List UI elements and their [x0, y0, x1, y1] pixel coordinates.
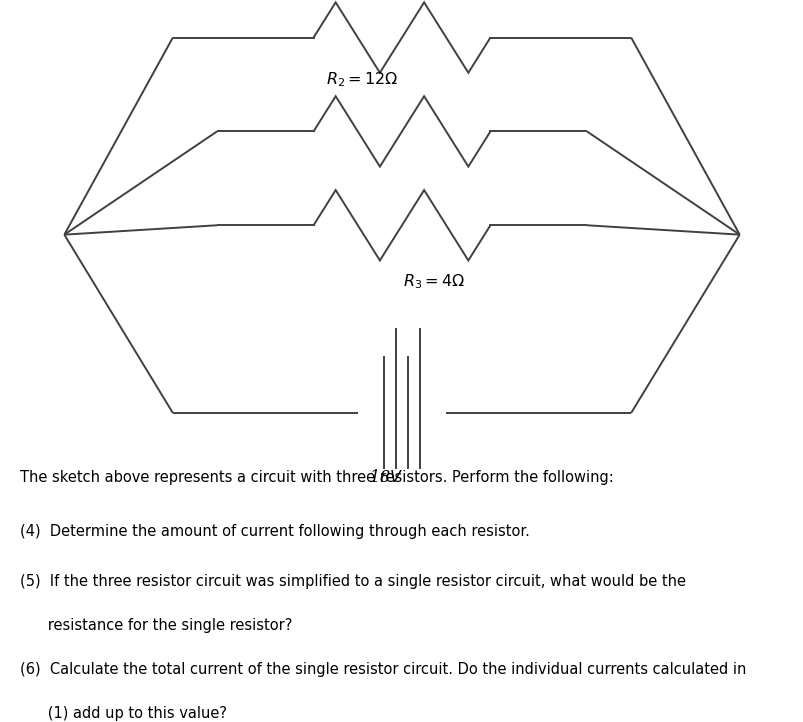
Text: (1) add up to this value?: (1) add up to this value? — [20, 705, 226, 721]
Text: $R_3 = 4\Omega$: $R_3 = 4\Omega$ — [402, 272, 465, 291]
Text: (4)  Determine the amount of current following through each resistor.: (4) Determine the amount of current foll… — [20, 524, 529, 539]
Text: The sketch above represents a circuit with three resistors. Perform the followin: The sketch above represents a circuit wi… — [20, 469, 613, 484]
Text: 18$V$: 18$V$ — [369, 469, 402, 487]
Text: resistance for the single resistor?: resistance for the single resistor? — [20, 618, 292, 632]
Text: $R_2 = 12\Omega$: $R_2 = 12\Omega$ — [325, 71, 397, 90]
Text: (6)  Calculate the total current of the single resistor circuit. Do the individu: (6) Calculate the total current of the s… — [20, 661, 745, 677]
Text: (5)  If the three resistor circuit was simplified to a single resistor circuit, : (5) If the three resistor circuit was si… — [20, 574, 685, 589]
